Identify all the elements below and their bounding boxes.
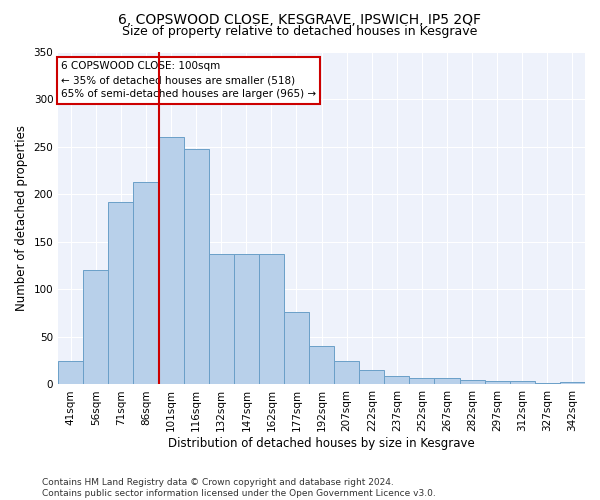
Bar xyxy=(485,380,510,384)
X-axis label: Distribution of detached houses by size in Kesgrave: Distribution of detached houses by size … xyxy=(168,437,475,450)
Bar xyxy=(409,378,434,384)
Bar xyxy=(460,380,485,384)
Bar xyxy=(158,137,184,384)
Bar xyxy=(385,376,409,384)
Bar xyxy=(434,378,460,384)
Text: 6 COPSWOOD CLOSE: 100sqm
← 35% of detached houses are smaller (518)
65% of semi-: 6 COPSWOOD CLOSE: 100sqm ← 35% of detach… xyxy=(61,62,316,100)
Bar xyxy=(359,370,385,384)
Bar xyxy=(535,382,560,384)
Text: Contains HM Land Registry data © Crown copyright and database right 2024.
Contai: Contains HM Land Registry data © Crown c… xyxy=(42,478,436,498)
Text: 6, COPSWOOD CLOSE, KESGRAVE, IPSWICH, IP5 2QF: 6, COPSWOOD CLOSE, KESGRAVE, IPSWICH, IP… xyxy=(119,12,482,26)
Bar xyxy=(184,150,209,384)
Bar xyxy=(284,312,309,384)
Bar xyxy=(209,254,234,384)
Bar xyxy=(58,360,83,384)
Text: Size of property relative to detached houses in Kesgrave: Size of property relative to detached ho… xyxy=(122,25,478,38)
Bar xyxy=(83,270,109,384)
Bar xyxy=(510,380,535,384)
Bar xyxy=(560,382,585,384)
Bar xyxy=(259,254,284,384)
Bar xyxy=(109,202,133,384)
Bar xyxy=(133,182,158,384)
Y-axis label: Number of detached properties: Number of detached properties xyxy=(15,125,28,311)
Bar xyxy=(334,360,359,384)
Bar xyxy=(309,346,334,385)
Bar xyxy=(234,254,259,384)
